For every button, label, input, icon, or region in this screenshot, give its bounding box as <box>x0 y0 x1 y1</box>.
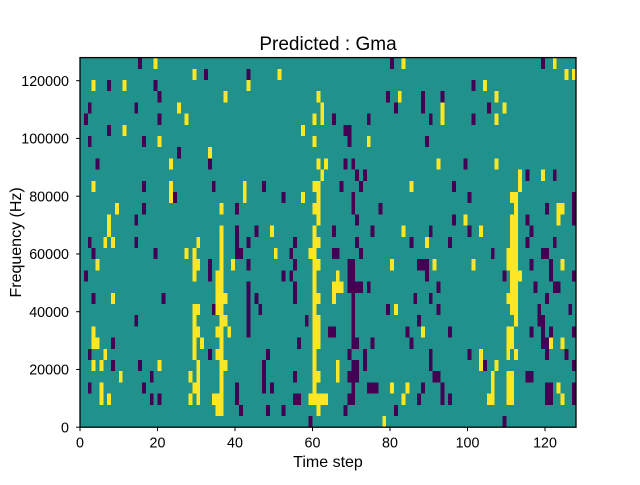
svg-text:100000: 100000 <box>21 132 69 148</box>
svg-text:Time step: Time step <box>293 454 363 471</box>
svg-text:0: 0 <box>61 420 69 436</box>
svg-text:100: 100 <box>456 435 480 451</box>
svg-text:0: 0 <box>76 435 84 451</box>
svg-text:120: 120 <box>533 435 557 451</box>
svg-text:80000: 80000 <box>29 189 69 205</box>
svg-text:120000: 120000 <box>21 74 69 90</box>
svg-text:20: 20 <box>150 435 166 451</box>
svg-text:Predicted : Gma: Predicted : Gma <box>259 34 397 55</box>
svg-text:80: 80 <box>382 435 398 451</box>
svg-text:60: 60 <box>305 435 321 451</box>
svg-text:Frequency (Hz): Frequency (Hz) <box>8 187 25 297</box>
svg-text:40000: 40000 <box>29 305 69 321</box>
svg-text:20000: 20000 <box>29 363 69 379</box>
svg-text:40: 40 <box>227 435 243 451</box>
svg-text:60000: 60000 <box>29 247 69 263</box>
